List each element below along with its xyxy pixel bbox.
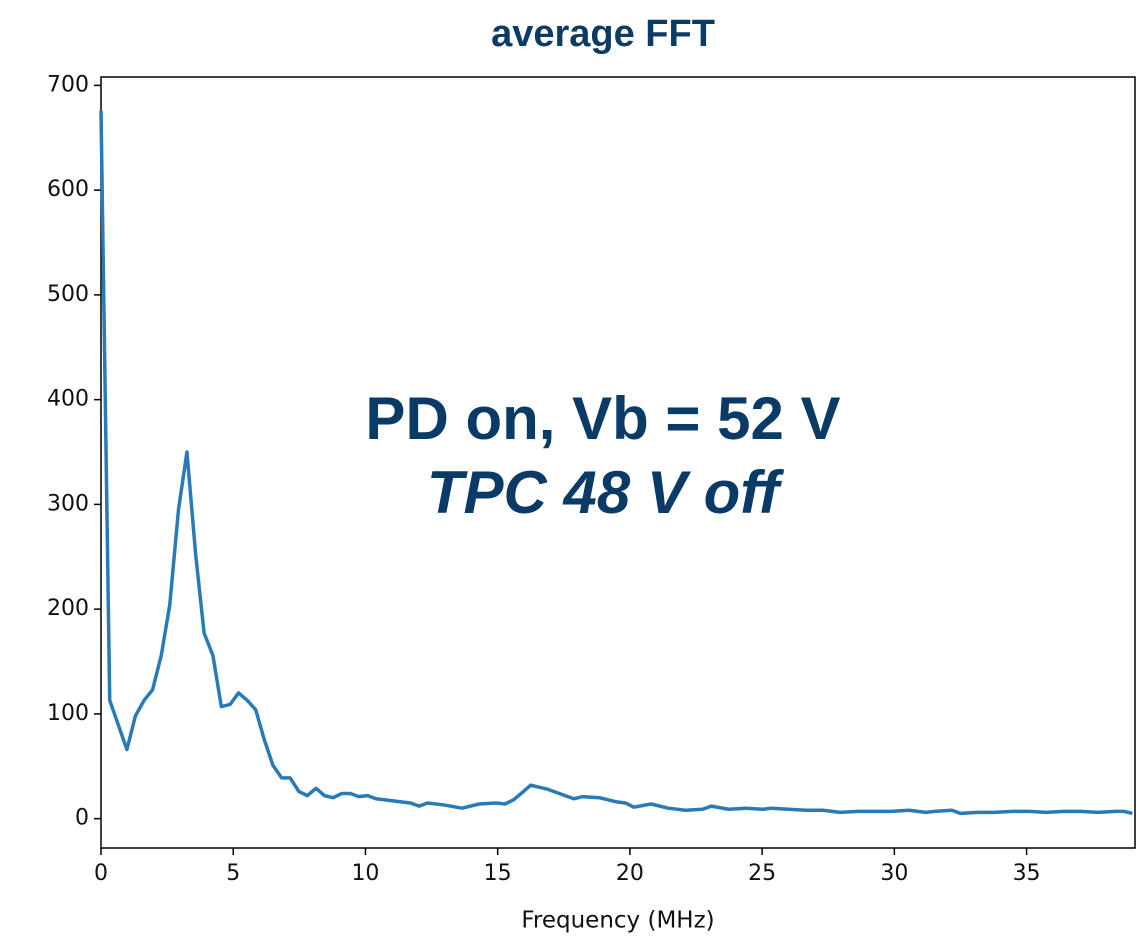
y-tick-label: 200 xyxy=(47,596,89,621)
x-tick-label: 15 xyxy=(484,861,512,886)
chart-title: average FFT xyxy=(491,13,715,55)
y-tick-label: 600 xyxy=(47,177,89,202)
x-tick-label: 5 xyxy=(226,861,240,886)
plot-frame xyxy=(100,76,1136,849)
y-tick-label: 400 xyxy=(47,387,89,412)
x-tick-label: 0 xyxy=(94,861,108,886)
line-series xyxy=(99,110,1133,816)
y-tick-label: 0 xyxy=(75,806,89,831)
x-tick-label: 30 xyxy=(880,861,908,886)
x-tick-label: 35 xyxy=(1013,861,1041,886)
annotation: TPC 48 V off xyxy=(427,459,784,526)
x-tick-label: 20 xyxy=(616,861,644,886)
x-tick-label: 25 xyxy=(748,861,776,886)
y-tick-label: 700 xyxy=(47,72,89,97)
y-tick-label: 100 xyxy=(47,701,89,726)
x-tick-label: 10 xyxy=(351,861,379,886)
y-tick-label: 500 xyxy=(47,282,89,307)
y-tick-label: 300 xyxy=(47,491,89,516)
annotation: PD on, Vb = 52 V xyxy=(365,385,840,452)
x-axis-label: Frequency (MHz) xyxy=(521,908,714,934)
